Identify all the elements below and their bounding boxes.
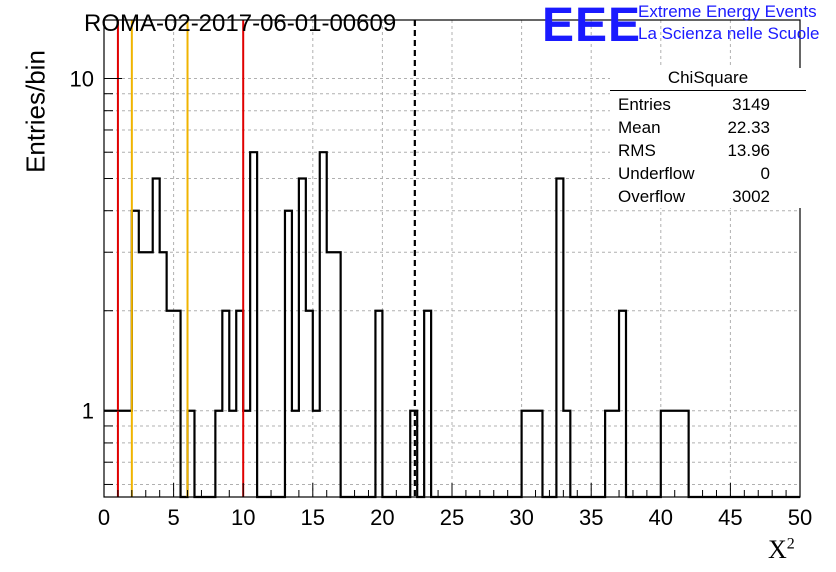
stats-value: 3002 — [732, 187, 770, 206]
axis-tick-labels: 0 5 10 15 20 25 30 35 40 45 50 1 10 — [70, 67, 813, 530]
stats-row-rms: RMS 13.96 — [610, 139, 806, 162]
x-tick-label: 10 — [231, 505, 255, 530]
x-tick-label: 0 — [98, 505, 110, 530]
y-tick-label: 1 — [82, 399, 94, 424]
x-tick-label: 30 — [509, 505, 533, 530]
axis-ticks — [103, 78, 801, 497]
x-tick-label: 5 — [167, 505, 179, 530]
logo-line-1: Extreme Energy Events — [638, 2, 817, 21]
stats-value: 13.96 — [727, 141, 770, 160]
stats-value: 3149 — [732, 95, 770, 114]
stats-value: 0 — [760, 164, 770, 183]
x-tick-label: 15 — [301, 505, 325, 530]
logo-line-2: La Scienza nelle Scuole — [638, 24, 820, 43]
x-tick-label: 35 — [579, 505, 603, 530]
stats-label: Underflow — [618, 164, 695, 183]
stats-row-overflow: Overflow 3002 — [610, 185, 806, 208]
stats-label: Overflow — [618, 187, 686, 206]
stats-row-underflow: Underflow 0 — [610, 162, 806, 185]
x-tick-label: 40 — [649, 505, 673, 530]
plot-title: ROMA-02-2017-06-01-00609 — [84, 10, 397, 37]
eee-logo: EEE — [542, 0, 642, 52]
stats-row-entries: Entries 3149 — [610, 93, 806, 116]
marker-lines — [116, 20, 416, 497]
x-tick-label: 25 — [440, 505, 464, 530]
stats-label: RMS — [618, 141, 656, 160]
stats-label: Entries — [618, 95, 671, 114]
stats-title: ChiSquare — [610, 68, 806, 91]
x-tick-label: 20 — [370, 505, 394, 530]
y-tick-label: 10 — [70, 67, 94, 92]
stats-row-mean: Mean 22.33 — [610, 116, 806, 139]
stats-label: Mean — [618, 118, 661, 137]
stats-value: 22.33 — [727, 118, 770, 137]
x-axis-label: X2 — [768, 535, 795, 564]
x-tick-label: 50 — [788, 505, 812, 530]
y-axis-label: Entries/bin — [20, 50, 51, 173]
stats-box: ChiSquare Entries 3149 Mean 22.33 RMS 13.96… — [610, 68, 806, 208]
x-tick-label: 45 — [718, 505, 742, 530]
